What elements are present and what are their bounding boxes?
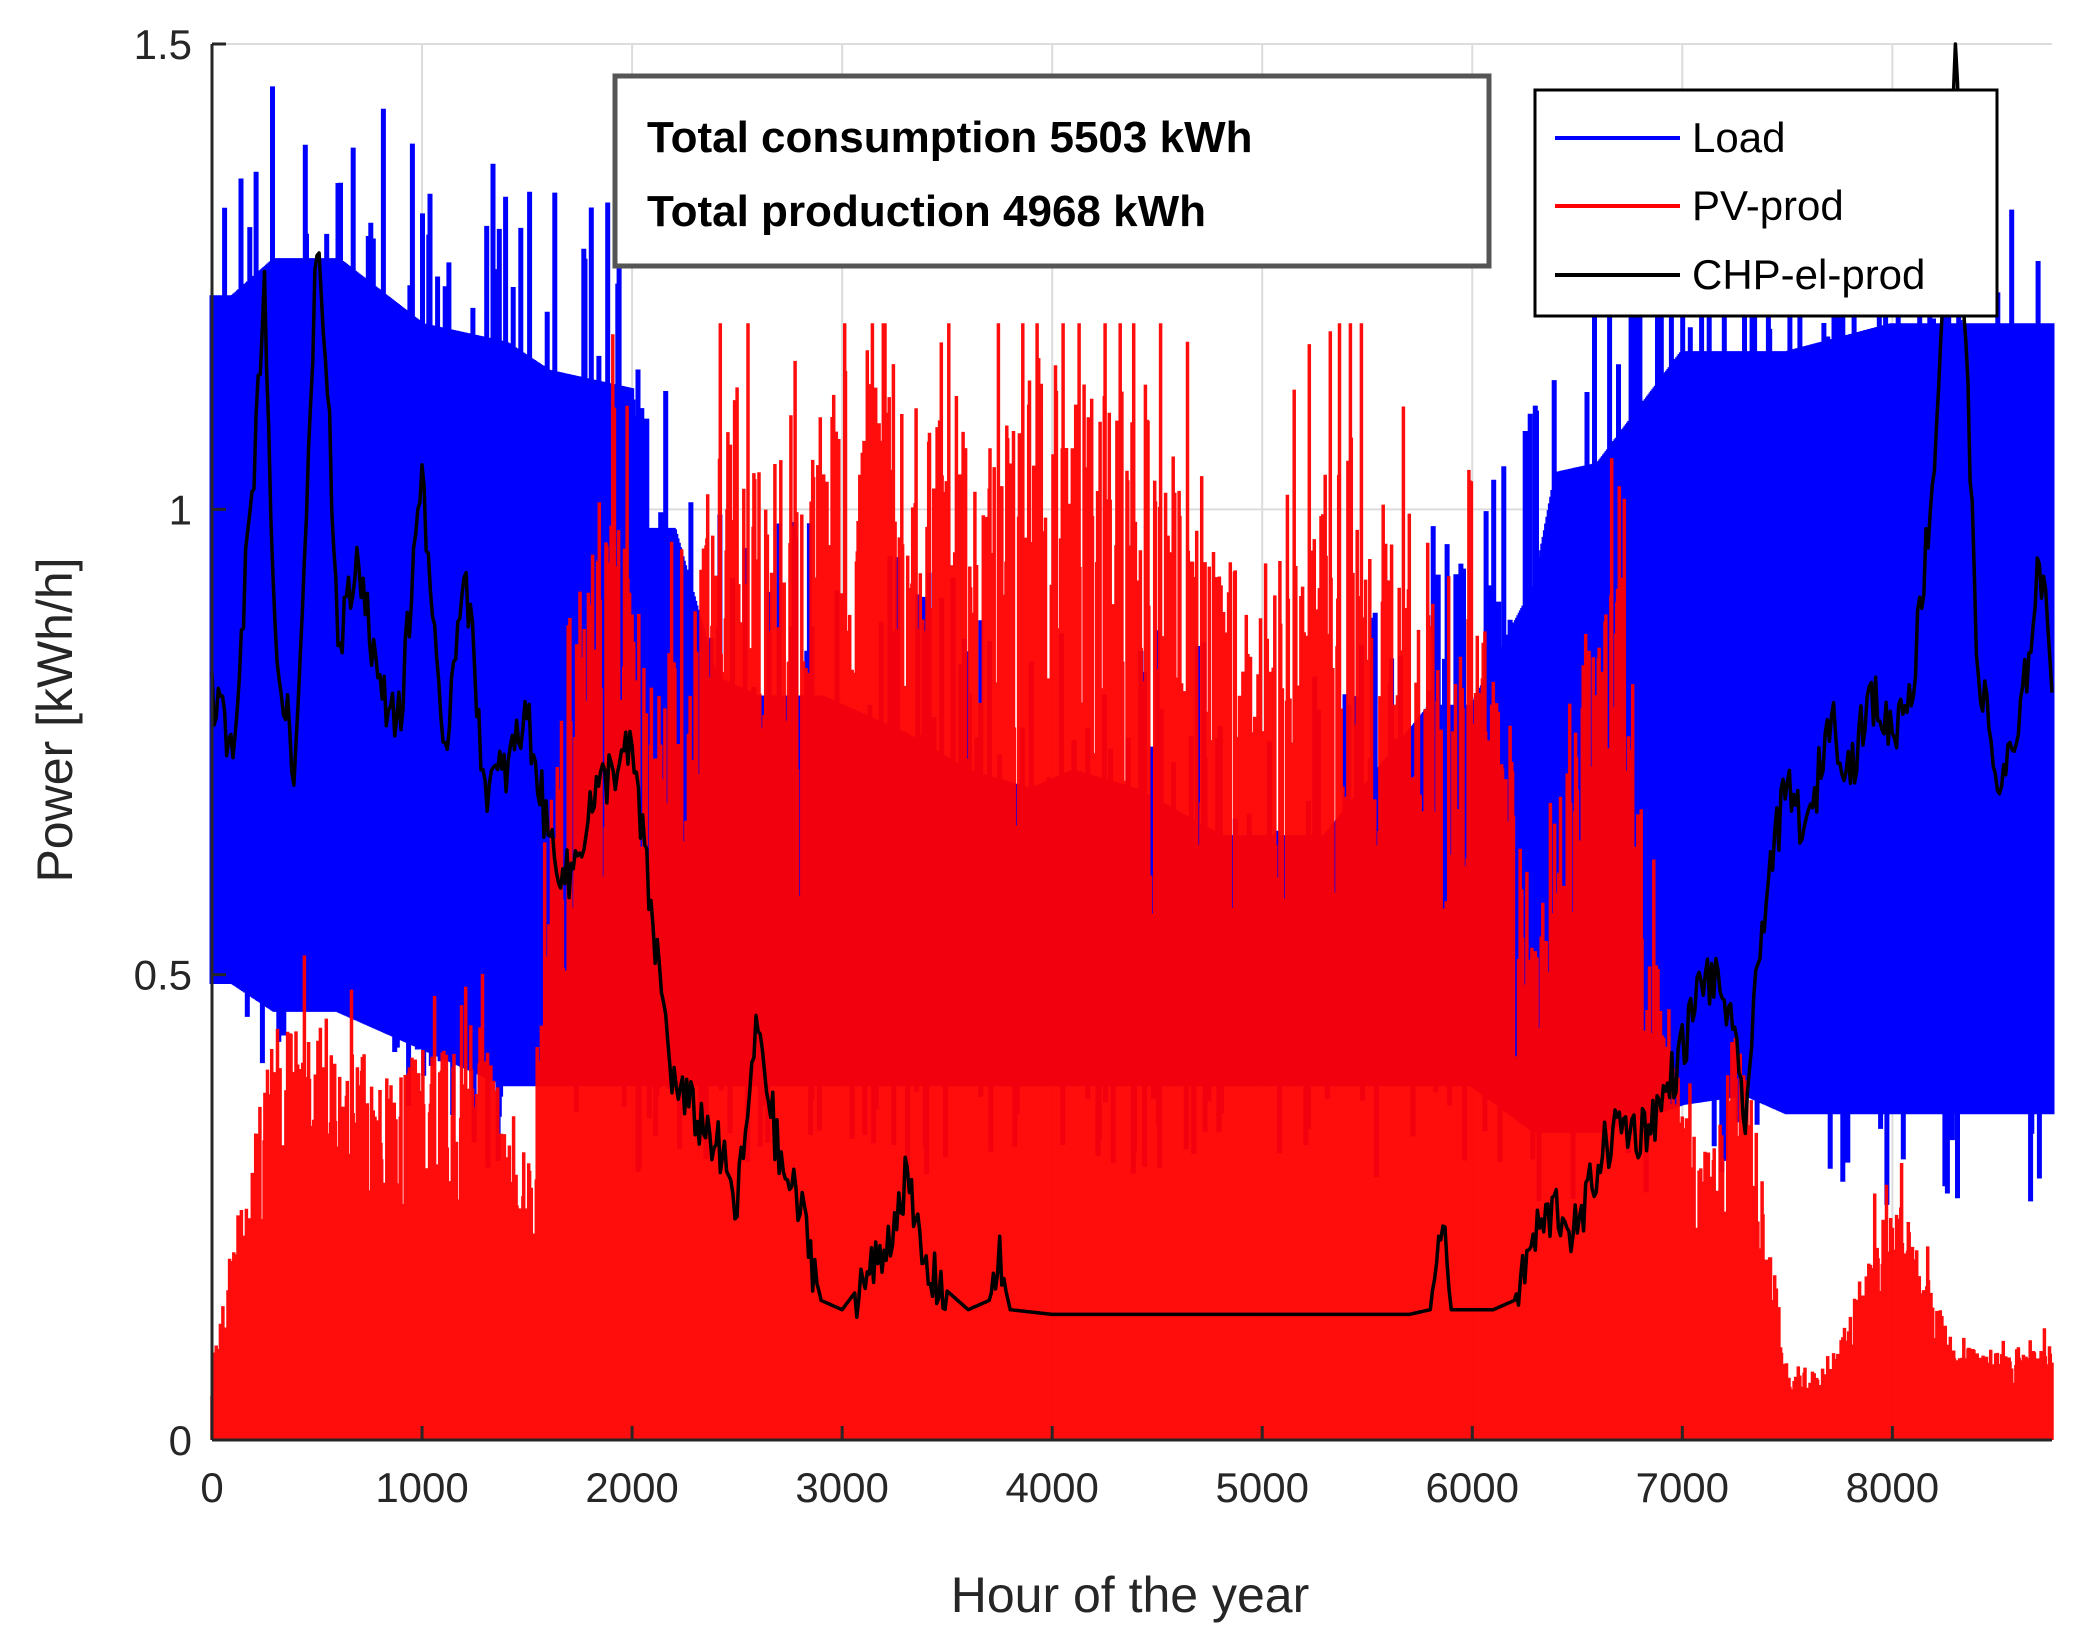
x-tick-label: 4000 xyxy=(1005,1464,1098,1511)
legend-frame xyxy=(1533,88,1999,318)
annotation-frame xyxy=(612,73,1492,269)
x-axis-title: Hour of the year xyxy=(951,1567,1310,1623)
tick-labels: 0 1000 2000 3000 4000 5000 6000 7000 8000 0 0.5 1 1.… xyxy=(134,21,1939,1511)
y-tick-label: 1 xyxy=(169,486,192,533)
legend-label-chp: CHP-el-prod xyxy=(1692,251,1925,298)
y-axis-title: Power [kWh/h] xyxy=(27,557,83,882)
x-tick-label: 7000 xyxy=(1636,1464,1729,1511)
y-tick-label: 0 xyxy=(169,1417,192,1464)
annotation-production: Total production 4968 kWh xyxy=(647,187,1206,236)
x-tick-label: 3000 xyxy=(795,1464,888,1511)
x-tick-label: 8000 xyxy=(1846,1464,1939,1511)
y-tick-label: 1.5 xyxy=(134,21,192,68)
annotation-consumption: Total consumption 5503 kWh xyxy=(647,113,1252,162)
series-chp xyxy=(210,42,2054,1319)
legend: Load PV-prod CHP-el-prod xyxy=(1533,88,1999,318)
y-tick-label: 0.5 xyxy=(134,952,192,999)
x-tick-label: 0 xyxy=(200,1464,223,1511)
x-tick-label: 2000 xyxy=(585,1464,678,1511)
legend-label-load: Load xyxy=(1692,114,1785,161)
legend-label-pv: PV-prod xyxy=(1692,182,1844,229)
x-tick-label: 6000 xyxy=(1426,1464,1519,1511)
axes xyxy=(210,42,2052,1442)
x-tick-label: 1000 xyxy=(375,1464,468,1511)
chp-line xyxy=(210,42,2054,1319)
x-tick-label: 5000 xyxy=(1216,1464,1309,1511)
annotation-box: Total consumption 5503 kWh Total product… xyxy=(612,73,1492,269)
